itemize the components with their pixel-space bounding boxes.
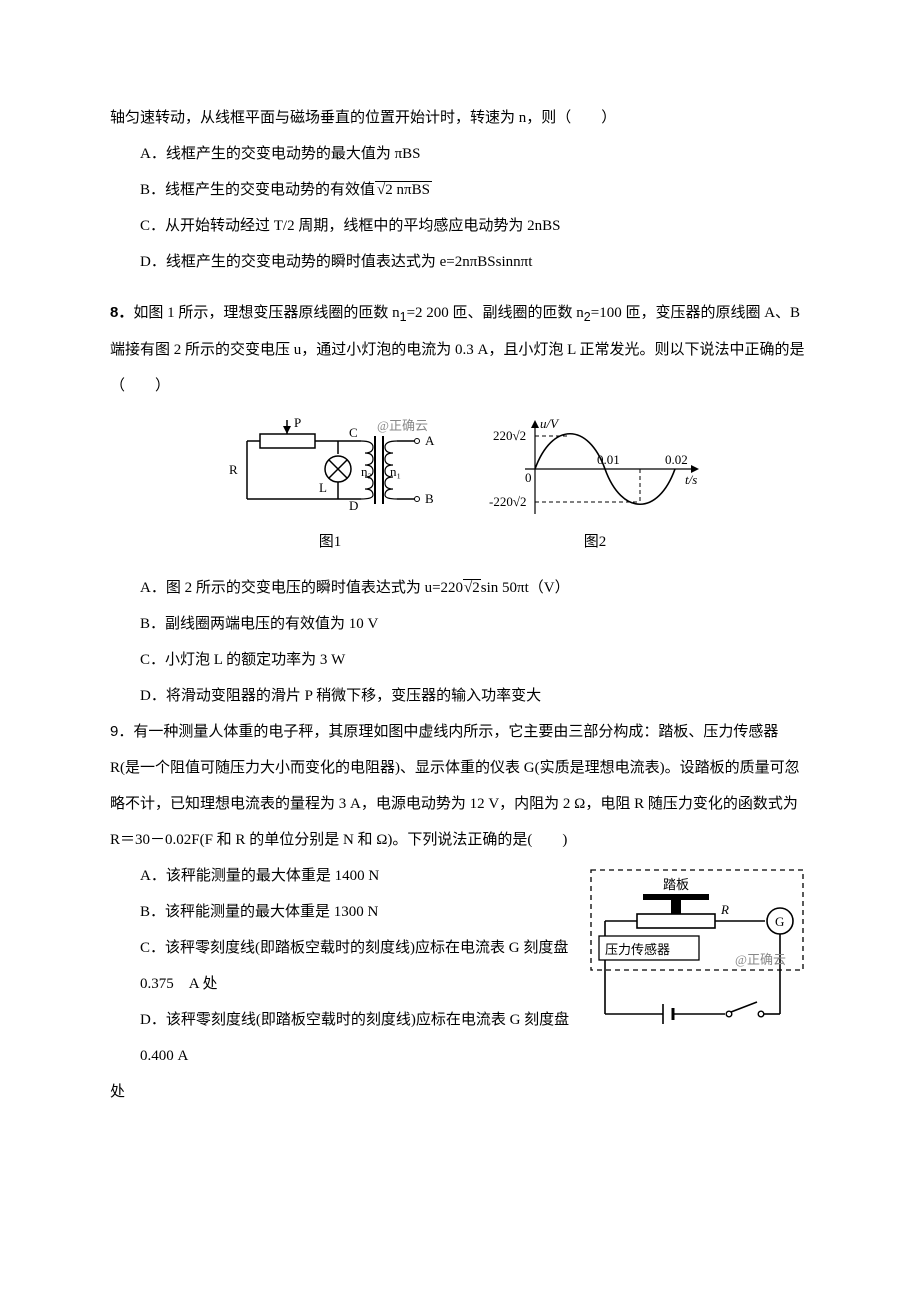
q8-stem-1: 如图 1 所示，理想变压器原线圈的匝数 n [133,305,399,321]
q9-fig: 踏板 R G 压力传感器 @正确云 [585,864,810,1048]
q9-R: R [720,902,729,917]
fig1-C: C [349,425,358,440]
q9-stem-text: 有一种测量人体重的电子秤，其原理如图中虚线内所示，它主要由三部分构成：踏板、压力… [110,724,800,848]
q8-optB: B．副线圈两端电压的有效值为 10 V [110,606,810,642]
fig1-D: D [349,498,358,513]
q7-optC: C．从开始转动经过 T/2 周期，线框中的平均感应电动势为 2nBS [110,208,810,244]
q8-fig1-caption: 图1 [319,524,342,560]
q8-stem: 8．如图 1 所示，理想变压器原线圈的匝数 n1=2 200 匝、副线圈的匝数 … [110,295,810,404]
fig1-L: L [319,480,327,495]
q7-optD: D．线框产生的交变电动势的瞬时值表达式为 e=2nπBSsinnπt [110,244,810,280]
q9-sensor: 压力传感器 [605,942,670,957]
q9-G: G [775,914,784,929]
q8-fig1-svg: P R L C [215,414,445,524]
q9: 9．有一种测量人体重的电子秤，其原理如图中虚线内所示，它主要由三部分构成：踏板、… [110,714,810,1110]
fig2-u-dn: -220√2 [489,494,526,509]
q9-pedal: 踏板 [663,877,689,892]
q7-optB: B．线框产生的交变电动势的有效值√2 nπBS [110,172,810,208]
q8-fig1: P R L C [215,414,445,560]
q9-num: 9． [110,723,133,740]
fig1-A: A [425,433,435,448]
q9-optD-2: 处 [110,1074,810,1110]
q8-optC: C．小灯泡 L 的额定功率为 3 W [110,642,810,678]
fig1-B: B [425,491,434,506]
fig1-n2: n₂ [361,464,372,479]
q8-num: 8． [110,304,133,321]
fig2-t1: 0.01 [597,452,620,467]
q9-watermark: @正确云 [735,952,786,967]
q8-fig2: u/V t/s 0 220√2 -220√2 0.01 0.02 图2 [485,414,705,560]
fig1-P: P [294,415,301,430]
q7-optA: A．线框产生的交变电动势的最大值为 πBS [110,136,810,172]
q8-optA-pre: A．图 2 所示的交变电压的瞬时值表达式为 u=220 [140,580,463,596]
q8-n2: 2 [584,310,591,324]
q8: 8．如图 1 所示，理想变压器原线圈的匝数 n1=2 200 匝、副线圈的匝数 … [110,295,810,714]
fig1-n1: n₁ [390,464,401,479]
q8-n1: 1 [400,310,407,324]
fig2-ulabel: u/V [540,416,560,431]
q8-fig2-svg: u/V t/s 0 220√2 -220√2 0.01 0.02 [485,414,705,524]
fig1-watermark: @正确云 [377,418,428,433]
q8-stem-2: =2 200 匝、副线圈的匝数 n [407,305,584,321]
q8-optA: A．图 2 所示的交变电压的瞬时值表达式为 u=220√2sin 50πt（V） [110,570,810,606]
q8-fig2-caption: 图2 [584,524,607,560]
q9-fig-svg: 踏板 R G 压力传感器 @正确云 [585,864,810,1034]
q7-optB-sqrt: √2 nπBS [375,181,432,198]
fig2-u-up: 220√2 [493,428,526,443]
q8-optA-post: sin 50πt（V） [481,580,570,596]
q7-stem: 轴匀速转动，从线框平面与磁场垂直的位置开始计时，转速为 n，则（ ） [110,100,810,136]
q8-optA-sqrt: √2 [463,579,481,596]
q9-stem: 9．有一种测量人体重的电子秤，其原理如图中虚线内所示，它主要由三部分构成：踏板、… [110,714,810,858]
fig2-origin: 0 [525,470,532,485]
q8-optD: D．将滑动变阻器的滑片 P 稍微下移，变压器的输入功率变大 [110,678,810,714]
q7-optB-pre: B．线框产生的交变电动势的有效值 [140,182,375,198]
fig1-R: R [229,462,238,477]
fig2-t2: 0.02 [665,452,688,467]
q8-figures: P R L C [110,414,810,560]
fig2-tlabel: t/s [685,472,697,487]
